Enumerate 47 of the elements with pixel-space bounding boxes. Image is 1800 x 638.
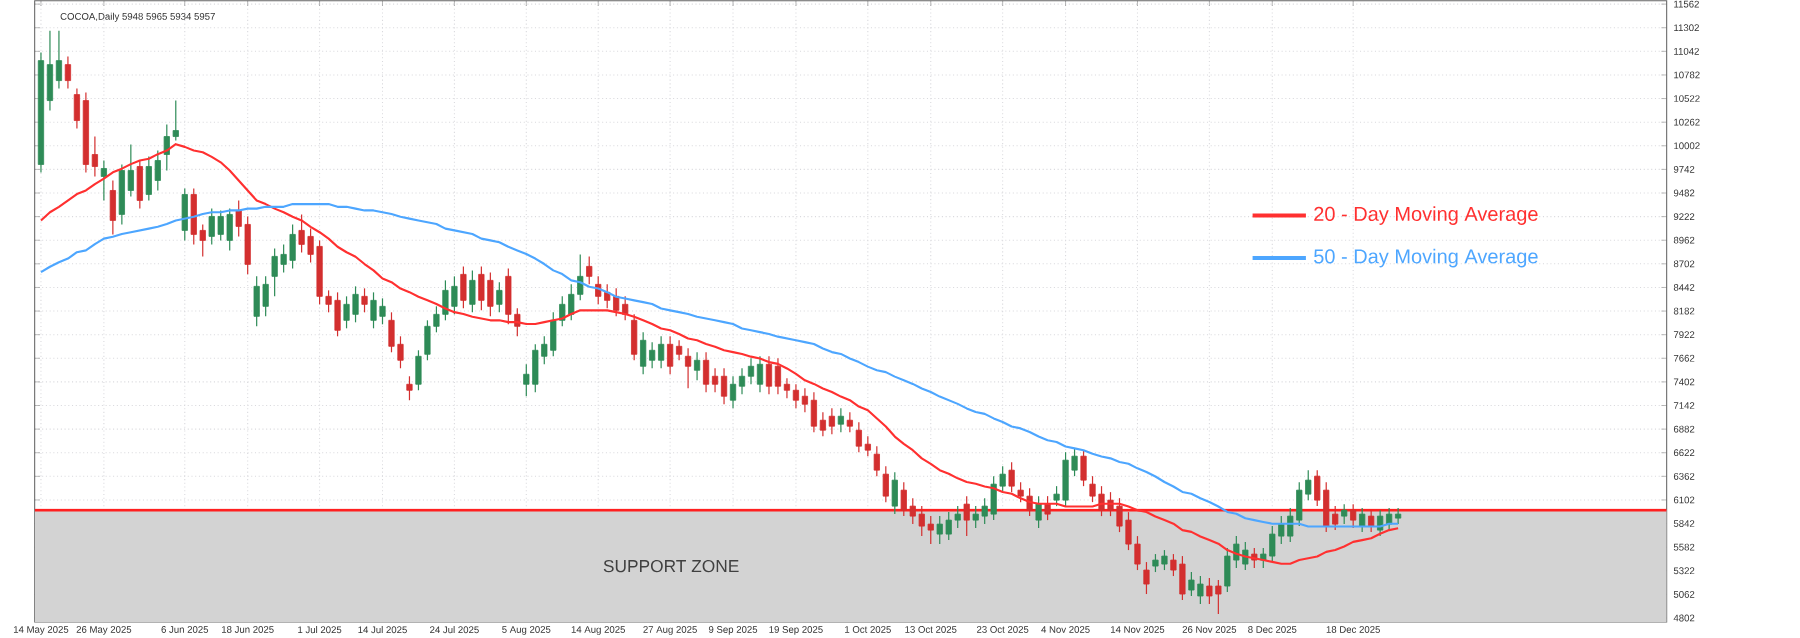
candlestick [846,411,853,433]
legend-label: 20 - Day Moving Average [1314,206,1538,225]
candlestick [496,281,503,313]
candlestick [100,159,107,202]
candlestick [729,375,737,409]
candlestick [756,355,764,393]
candlestick [702,351,710,393]
candlestick [1368,509,1375,533]
candlestick [837,407,844,433]
candlestick [586,255,593,285]
candlestick [1359,507,1366,533]
candlestick [864,435,871,457]
candlestick [792,383,800,409]
candlestick [693,351,701,381]
candlestick [361,287,368,313]
candlestick [406,375,413,401]
candlestick [136,159,143,210]
candlestick [873,445,880,477]
candlestick [1008,461,1015,493]
candlestick [891,471,898,515]
candlestick [711,367,719,393]
candlestick [109,179,116,236]
candlestick [181,187,188,242]
candlestick [460,265,467,309]
candlestick [1044,495,1051,521]
candlestick [667,335,674,375]
candlestick [810,391,818,433]
candlestick [747,357,755,385]
candlestick [1341,503,1348,525]
candlestick [963,495,970,537]
candlestick [828,407,835,435]
candlestick [774,357,782,395]
band-label: SUPPORT ZONE [603,559,739,573]
candlestick [631,313,638,361]
candlestick [1035,495,1042,529]
candlestick [64,56,72,90]
candlestick [720,367,728,405]
legend-label: 50 - Day Moving Average [1314,248,1538,268]
candlestick [640,331,647,375]
candlestick [1143,561,1150,595]
candlestick [415,349,422,391]
candlestick [765,355,773,395]
candlestick [1080,449,1087,487]
candlestick [684,347,692,389]
candlestick [469,269,476,313]
candlestick [882,465,889,503]
candlestick [738,367,746,395]
